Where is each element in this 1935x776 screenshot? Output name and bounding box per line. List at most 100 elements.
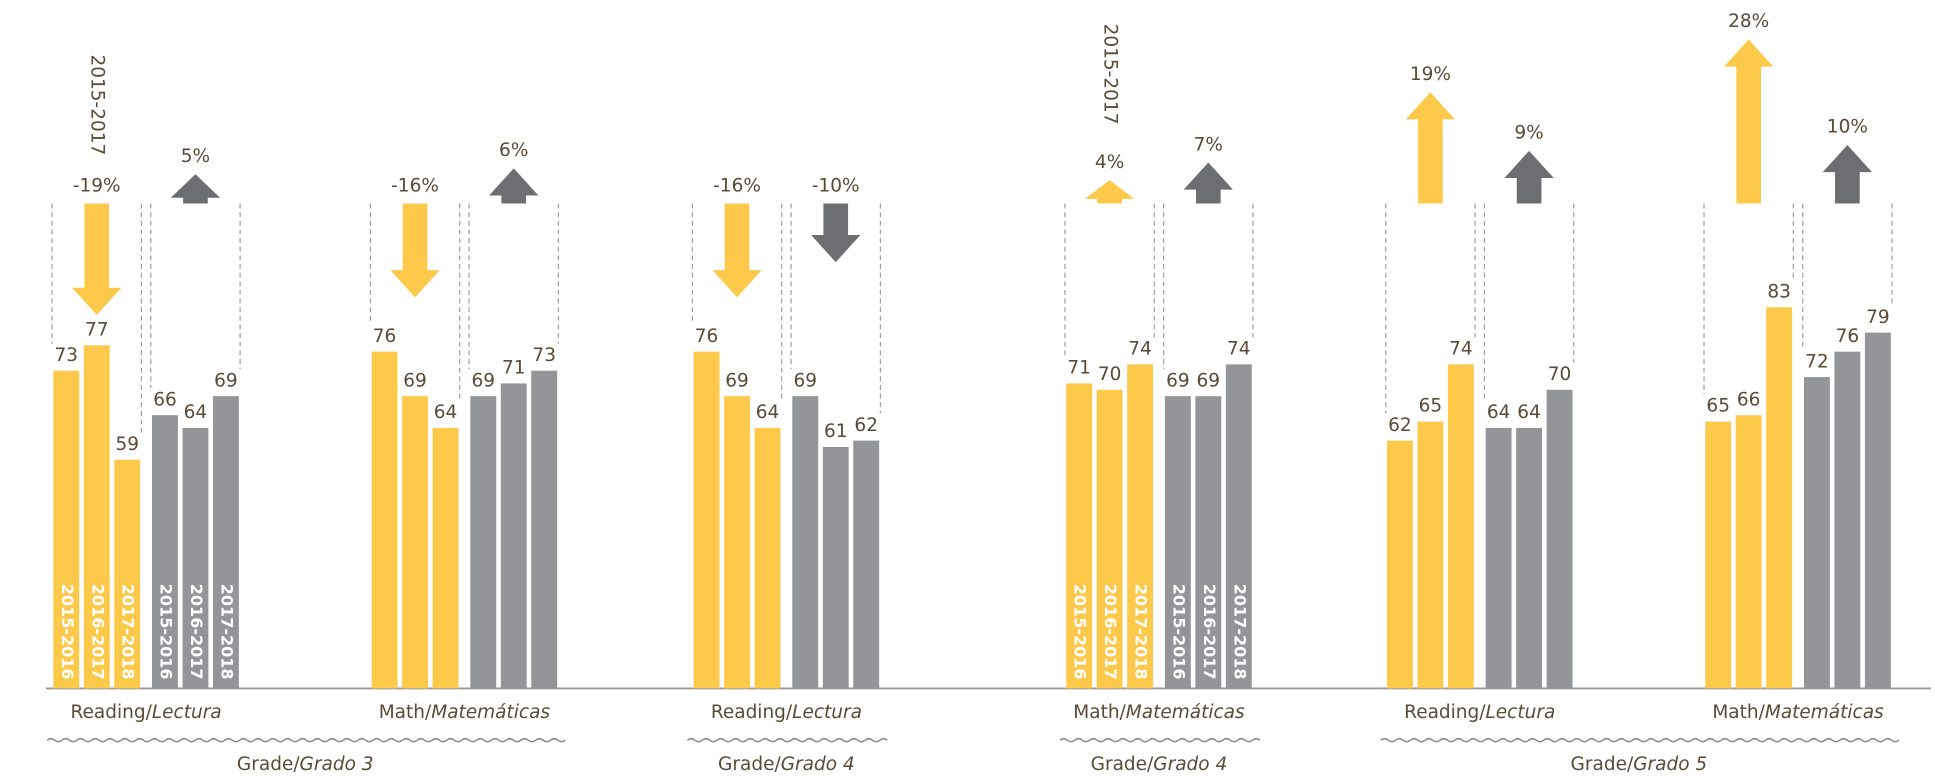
- grade-label: Grade/Grado 4: [718, 754, 855, 775]
- value-label: 59: [115, 434, 139, 455]
- value-label: 79: [1866, 307, 1890, 328]
- bar: [1195, 396, 1222, 689]
- value-label: 73: [532, 345, 556, 366]
- value-label: 69: [214, 370, 238, 391]
- period-label: 2015-2017: [1099, 24, 1120, 125]
- year-label: 2015-2016: [156, 584, 175, 680]
- change-label: -10%: [812, 175, 860, 196]
- change-arrow: [712, 203, 762, 298]
- bar: [1225, 364, 1252, 689]
- bar: [822, 446, 849, 689]
- subject-name-es: Lectura: [1485, 702, 1555, 723]
- change-label: -16%: [713, 175, 761, 196]
- change-label: 9%: [1514, 123, 1543, 144]
- bar: [724, 396, 750, 689]
- subject-name: Math: [1073, 702, 1119, 723]
- grade-name-es: Grado 4: [781, 754, 855, 775]
- value-label: 64: [756, 402, 780, 423]
- subject-name-es: Matemáticas: [1765, 702, 1884, 723]
- bar: [500, 383, 527, 689]
- bar: [1705, 421, 1732, 689]
- grade-name: Grade: [237, 754, 293, 775]
- bar: [1127, 364, 1154, 689]
- wavy-divider: [686, 737, 888, 743]
- value-label: 65: [1419, 396, 1443, 417]
- bar: [53, 370, 80, 689]
- value-label: 62: [854, 415, 878, 436]
- bar: [371, 351, 398, 689]
- separator: /: [786, 702, 793, 723]
- bar: [1546, 389, 1573, 689]
- period-label: 2015-2017: [87, 54, 108, 155]
- change-arrow: [1084, 180, 1135, 204]
- subject-name: Reading: [71, 702, 146, 723]
- value-label: 76: [695, 326, 719, 347]
- grade-name: Grade: [1091, 754, 1147, 775]
- subject-name-es: Matemáticas: [431, 702, 550, 723]
- bar: [1803, 377, 1830, 689]
- bar: [152, 415, 178, 689]
- bar: [1096, 389, 1123, 689]
- value-label: 62: [1388, 415, 1412, 436]
- year-label: 2017-2018: [1230, 584, 1249, 680]
- bar: [853, 440, 880, 689]
- grade-name-es: Grado 4: [1153, 754, 1227, 775]
- value-label: 74: [1227, 339, 1251, 360]
- subject-label: Math/Matemáticas: [1712, 702, 1884, 723]
- grade-name: Grade: [718, 754, 774, 775]
- wavy-divider: [1380, 737, 1900, 743]
- subject-label: Reading/Lectura: [711, 702, 862, 723]
- bar: [470, 396, 497, 689]
- value-label: 74: [1128, 339, 1152, 360]
- year-label: 2017-2018: [217, 584, 236, 680]
- subject-label: Math/Matemáticas: [1073, 702, 1245, 723]
- separator: /: [146, 702, 153, 723]
- year-label: 2016-2017: [88, 584, 107, 680]
- change-label: 7%: [1194, 134, 1223, 155]
- change-arrow: [1504, 150, 1554, 204]
- bar: [1864, 332, 1891, 689]
- value-label: 69: [1197, 370, 1221, 391]
- change-arrow: [1405, 92, 1456, 204]
- bar: [212, 396, 239, 689]
- subject-label: Reading/Lectura: [71, 702, 222, 723]
- grade-label: Grade/Grado 3: [237, 754, 374, 775]
- change-label: 5%: [181, 146, 210, 167]
- value-label: 71: [502, 358, 526, 379]
- value-label: 69: [725, 370, 749, 391]
- bar: [1516, 427, 1543, 689]
- value-label: 65: [1706, 396, 1730, 417]
- bar: [754, 427, 781, 689]
- bar: [1417, 421, 1444, 689]
- value-label: 76: [1836, 326, 1860, 347]
- separator: /: [293, 754, 300, 775]
- change-arrow: [1822, 144, 1873, 204]
- subject-name: Math: [1712, 702, 1758, 723]
- bar: [402, 396, 429, 689]
- bar: [432, 427, 459, 689]
- subject-name: Math: [379, 702, 425, 723]
- separator: /: [1627, 754, 1634, 775]
- separator: /: [1147, 754, 1154, 775]
- value-label: 66: [1737, 389, 1761, 410]
- year-label: 2016-2017: [187, 584, 206, 680]
- value-label: 69: [793, 370, 817, 391]
- change-label: 28%: [1728, 11, 1769, 32]
- change-arrow: [811, 203, 861, 263]
- bar: [1766, 307, 1793, 689]
- change-arrow: [390, 203, 440, 298]
- grade-name-es: Grado 3: [300, 754, 374, 775]
- value-label: 70: [1098, 364, 1122, 385]
- value-label: 71: [1067, 358, 1091, 379]
- change-arrow: [72, 203, 122, 315]
- change-arrow: [1183, 162, 1233, 204]
- value-label: 72: [1805, 351, 1829, 372]
- change-label: -19%: [73, 175, 121, 196]
- change-arrow: [170, 174, 221, 204]
- bar: [693, 351, 720, 689]
- subject-name: Reading: [711, 702, 786, 723]
- bar: [1386, 440, 1413, 689]
- bar: [1735, 415, 1762, 689]
- grade-label: Grade/Grado 5: [1571, 754, 1708, 775]
